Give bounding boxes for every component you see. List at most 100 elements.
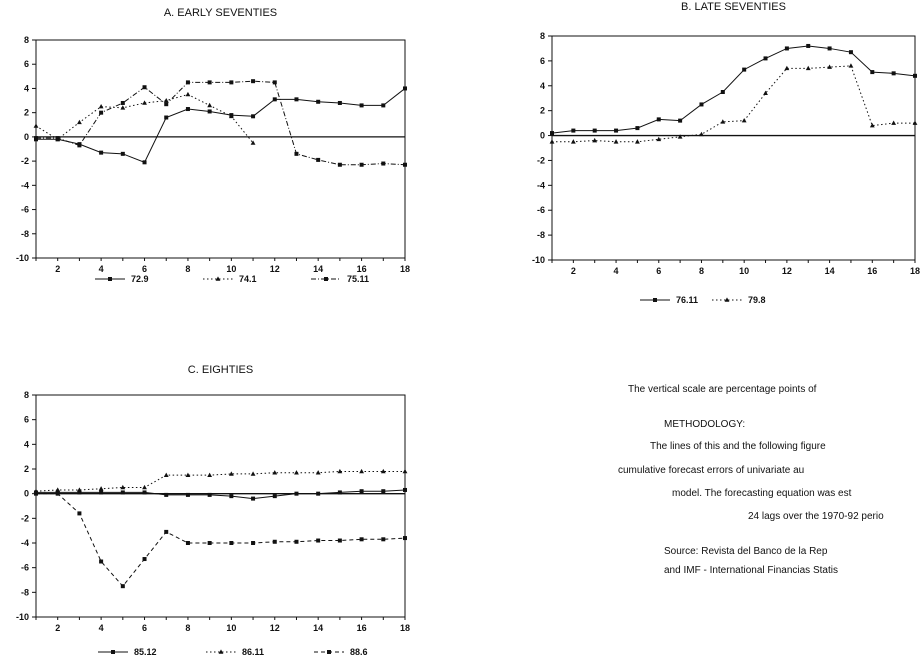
y-tick-label: -2 (537, 155, 545, 165)
source-line-2: and IMF - International Financias Statis (664, 565, 838, 576)
x-tick-label: 4 (99, 264, 104, 274)
x-tick-label: 8 (699, 266, 704, 276)
data-point (678, 118, 683, 123)
y-tick-label: 2 (24, 108, 29, 118)
data-point (251, 79, 256, 84)
data-point (656, 136, 662, 142)
legend-entry: 88.6 (314, 647, 368, 657)
data-point (677, 134, 683, 139)
y-tick-label: -4 (537, 180, 545, 190)
y-tick-label: 4 (24, 83, 29, 93)
data-point (741, 118, 747, 123)
y-tick-label: 0 (24, 132, 29, 142)
data-point (635, 139, 640, 144)
legend-entry: 85.12 (98, 647, 157, 657)
data-point (403, 86, 407, 91)
data-point (55, 491, 60, 496)
data-point (613, 139, 619, 144)
chart-early-seventies: A. EARLY SEVENTIES 8 6 4 2 0 -2 -4 -6 -8 -10 2 4 6 8 10… (0, 0, 420, 300)
series-86.11 (33, 468, 408, 493)
data-point (891, 71, 896, 76)
data-point (656, 117, 661, 122)
legend-label: 72.9 (131, 274, 149, 284)
data-point (315, 470, 321, 475)
y-tick-label: -8 (21, 587, 29, 597)
data-point (98, 486, 104, 491)
legend-entry: 86.11 (206, 647, 264, 657)
data-point (805, 65, 811, 71)
data-point (359, 468, 364, 474)
data-point (402, 468, 408, 474)
data-point (251, 496, 256, 501)
x-tick-label: 14 (313, 264, 323, 274)
data-point (228, 113, 234, 119)
legend-marker (724, 297, 730, 302)
legend-marker (327, 650, 331, 654)
x-tick-label: 12 (782, 266, 792, 276)
data-point (550, 131, 554, 136)
data-point (913, 73, 917, 78)
data-point (99, 559, 104, 564)
data-point (272, 494, 277, 499)
data-point (699, 102, 704, 107)
x-tick-label: 14 (825, 266, 835, 276)
series-line (35, 93, 254, 144)
x-tick-label: 6 (142, 264, 147, 274)
legend-label: 88.6 (350, 647, 368, 657)
x-tick-label: 6 (142, 623, 147, 633)
data-point (827, 64, 832, 69)
chart-eighties: C. EIGHTIES 8 6 4 2 0 -2 -4 -6 -8 -10 2 4 6 8 10 12 14 16 1… (0, 355, 420, 671)
data-point (380, 468, 386, 474)
series-line (551, 45, 916, 134)
data-point (316, 538, 321, 543)
data-point (272, 97, 277, 102)
data-point (381, 537, 386, 542)
y-tick-label: 8 (24, 35, 29, 45)
data-point (229, 494, 234, 499)
chart-title: B. LATE SEVENTIES (681, 1, 786, 13)
data-point (250, 140, 256, 145)
chart-title: A. EARLY SEVENTIES (164, 7, 277, 19)
data-point (207, 541, 212, 545)
legend-entry: 79.8 (712, 295, 766, 305)
data-point (33, 123, 39, 128)
data-point (185, 541, 190, 545)
x-tick-label: 4 (614, 266, 619, 276)
data-point (164, 115, 169, 120)
legend-label: 75.11 (347, 274, 369, 284)
legend-marker (215, 276, 221, 281)
y-tick-label: 0 (540, 131, 545, 141)
data-point (571, 128, 576, 133)
data-point (294, 151, 299, 156)
data-point (869, 123, 875, 128)
source-line-1: Source: Revista del Banco de la Rep (664, 546, 828, 557)
x-tick-label: 12 (270, 264, 280, 274)
data-point (359, 103, 364, 108)
data-point (120, 584, 125, 589)
data-point (592, 137, 598, 143)
data-point (99, 110, 104, 115)
x-tick-label: 14 (313, 623, 323, 633)
x-tick-label: 10 (739, 266, 749, 276)
scale-note: The vertical scale are percentage points… (628, 384, 817, 395)
data-point (316, 157, 321, 162)
data-point (120, 490, 125, 495)
methodology-line-1: The lines of this and the following figu… (650, 441, 826, 452)
data-point (294, 470, 299, 475)
chart-early-seventies-svg: A. EARLY SEVENTIES 8 6 4 2 0 -2 -4 -6 -8 -10 2 4 6 8 10… (16, 7, 410, 284)
data-point (699, 131, 704, 137)
series-line (552, 65, 915, 143)
chart-eighties-svg: C. EIGHTIES 8 6 4 2 0 -2 -4 -6 -8 -10 2 4 6 8 10 12 14 16 1… (16, 364, 410, 657)
series-line (36, 489, 406, 500)
data-point (228, 471, 234, 476)
methodology-line-3: model. The forecasting equation was est (672, 488, 852, 499)
data-point (359, 162, 364, 167)
data-point (272, 80, 277, 85)
data-point (120, 484, 126, 490)
data-point (763, 56, 768, 61)
data-point (827, 46, 832, 51)
data-point (142, 490, 147, 495)
y-tick-label: -10 (16, 253, 29, 263)
series-line (36, 493, 406, 587)
plot-frame (551, 35, 916, 261)
